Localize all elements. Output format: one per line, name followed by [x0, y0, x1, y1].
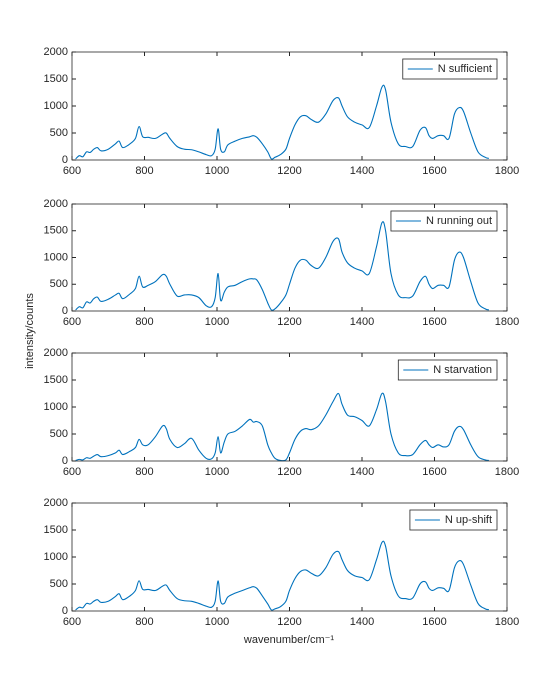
y-tick-label: 2000 [44, 347, 68, 359]
spectrum-line [75, 392, 489, 462]
spectrum-line [75, 84, 490, 160]
x-tick-label: 1000 [205, 466, 229, 478]
x-tick-label: 1200 [277, 616, 301, 628]
y-tick-label: 1000 [44, 551, 68, 563]
x-tick-label: 1800 [495, 316, 519, 328]
y-tick-label: 500 [50, 127, 68, 139]
x-tick-label: 1400 [350, 165, 374, 177]
y-tick-label: 1500 [44, 524, 68, 536]
y-tick-label: 1500 [44, 225, 68, 237]
y-tick-label: 500 [50, 578, 68, 590]
legend-box [397, 359, 498, 381]
y-tick-label: 0 [62, 455, 68, 467]
x-tick-label: 1200 [277, 165, 301, 177]
y-tick-label: 1500 [44, 73, 68, 85]
x-tick-label: 1000 [205, 616, 229, 628]
x-tick-label: 1600 [422, 466, 446, 478]
axes-box [71, 51, 508, 161]
x-tick-label: 600 [63, 165, 81, 177]
x-tick-label: 1000 [205, 165, 229, 177]
y-tick-label: 0 [62, 605, 68, 617]
x-tick-label: 600 [63, 466, 81, 478]
x-tick-label: 1600 [422, 616, 446, 628]
x-tick-label: 1800 [495, 466, 519, 478]
y-tick-label: 1500 [44, 374, 68, 386]
legend-label: N running out [426, 215, 492, 227]
y-tick-label: 1000 [44, 251, 68, 263]
spectrum-line [75, 221, 490, 311]
legend-box [402, 58, 498, 80]
y-axis-label: intensity/counts [24, 293, 36, 369]
x-tick-label: 1200 [277, 466, 301, 478]
x-tick-label: 1200 [277, 316, 301, 328]
x-tick-label: 1600 [422, 316, 446, 328]
y-tick-label: 500 [50, 278, 68, 290]
x-tick-label: 1800 [495, 165, 519, 177]
x-tick-label: 1400 [350, 466, 374, 478]
legend-label: N starvation [433, 364, 492, 376]
axes-box [71, 203, 508, 312]
x-tick-label: 1000 [205, 316, 229, 328]
x-tick-label: 800 [135, 466, 153, 478]
x-tick-label: 1400 [350, 316, 374, 328]
x-tick-label: 1600 [422, 165, 446, 177]
legend-label: N sufficient [438, 63, 492, 75]
axes-box [71, 502, 508, 612]
axes-box [71, 352, 508, 462]
x-tick-label: 600 [63, 616, 81, 628]
x-tick-label: 1800 [495, 616, 519, 628]
x-tick-label: 600 [63, 316, 81, 328]
legend-label: N up-shift [445, 514, 492, 526]
y-tick-label: 2000 [44, 46, 68, 58]
x-tick-label: 1400 [350, 616, 374, 628]
spectrum-line [75, 540, 489, 611]
legend-box [390, 210, 498, 232]
y-tick-label: 0 [62, 154, 68, 166]
y-tick-label: 2000 [44, 198, 68, 210]
y-tick-label: 1000 [44, 100, 68, 112]
y-tick-label: 500 [50, 428, 68, 440]
x-tick-label: 800 [135, 316, 153, 328]
x-tick-label: 800 [135, 616, 153, 628]
legend-box [409, 509, 498, 531]
x-tick-label: 800 [135, 165, 153, 177]
y-tick-label: 0 [62, 305, 68, 317]
x-axis-label: wavenumber/cm⁻¹ [243, 634, 335, 646]
y-tick-label: 2000 [44, 497, 68, 509]
y-tick-label: 1000 [44, 401, 68, 413]
